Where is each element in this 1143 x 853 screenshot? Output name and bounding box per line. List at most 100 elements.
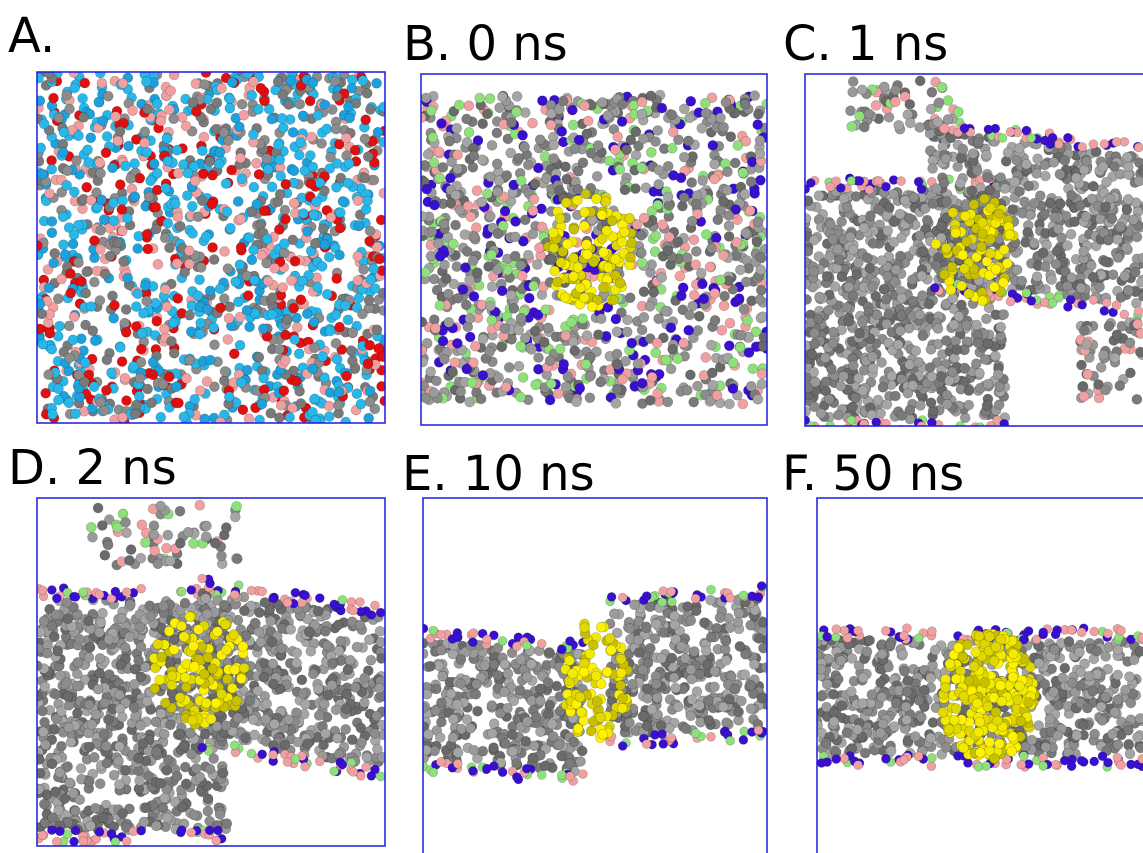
bead	[275, 344, 285, 354]
bead	[102, 355, 112, 365]
bead	[716, 275, 726, 285]
bead	[224, 313, 234, 323]
bead	[972, 166, 982, 176]
bead	[853, 258, 863, 268]
bead	[417, 211, 427, 221]
bead	[144, 192, 154, 202]
bead	[960, 211, 970, 221]
bead	[596, 314, 606, 324]
bead	[1048, 133, 1057, 142]
bead	[451, 220, 461, 230]
bead	[826, 219, 836, 229]
bead	[506, 290, 516, 300]
bead	[942, 399, 952, 409]
bead	[516, 260, 526, 270]
bead	[153, 259, 163, 269]
bead	[612, 349, 622, 359]
bead	[302, 309, 312, 319]
bead	[130, 409, 140, 419]
bead	[129, 362, 139, 372]
bead	[809, 266, 819, 276]
bead	[168, 318, 178, 328]
bead	[908, 296, 918, 306]
bead	[1098, 162, 1108, 172]
bead	[756, 285, 766, 295]
bead	[937, 82, 947, 92]
bead	[1067, 190, 1077, 200]
bead	[237, 174, 247, 184]
bead	[936, 371, 946, 381]
bead	[292, 376, 302, 386]
bead	[147, 398, 157, 408]
bead	[482, 189, 492, 199]
bead	[1076, 283, 1086, 293]
bead	[1079, 247, 1089, 257]
bead	[365, 397, 375, 407]
bead	[701, 352, 711, 362]
bead	[657, 103, 667, 113]
bead	[365, 226, 375, 236]
bead	[891, 265, 901, 275]
bead	[657, 273, 667, 283]
bead	[501, 382, 511, 392]
bead	[535, 243, 545, 253]
bead	[341, 133, 351, 143]
bead	[1075, 201, 1085, 211]
bead	[334, 387, 344, 397]
bead	[710, 159, 720, 169]
bead	[953, 107, 963, 117]
bead	[47, 228, 57, 238]
bead	[184, 259, 194, 269]
bead	[516, 392, 526, 402]
bead	[1113, 235, 1123, 245]
bead	[184, 246, 194, 256]
bead	[70, 83, 80, 93]
bead	[276, 400, 286, 410]
bead	[757, 379, 767, 389]
bead	[686, 96, 696, 106]
bead	[345, 113, 355, 123]
bead	[579, 221, 589, 231]
bead	[358, 76, 368, 86]
bead	[107, 368, 117, 378]
bead	[697, 123, 707, 133]
bead	[254, 352, 264, 362]
bead	[433, 238, 443, 248]
bead	[202, 377, 212, 387]
bead	[518, 373, 528, 383]
bead	[546, 255, 556, 265]
bead	[326, 152, 336, 162]
bead	[484, 262, 494, 272]
bead	[1040, 160, 1050, 170]
bead	[926, 344, 936, 354]
bead	[862, 253, 872, 263]
bead	[143, 384, 153, 394]
bead	[173, 212, 183, 222]
bead	[1000, 419, 1009, 428]
bead	[725, 399, 735, 409]
bead	[205, 355, 215, 365]
bead	[332, 274, 342, 284]
bead	[137, 328, 147, 338]
bead	[514, 361, 524, 371]
bead	[133, 289, 143, 299]
bead	[311, 197, 321, 207]
bead	[221, 179, 231, 189]
bead	[569, 253, 579, 263]
bead	[487, 282, 497, 292]
bead	[998, 278, 1008, 288]
bead	[724, 221, 734, 231]
bead	[753, 109, 763, 119]
bead	[583, 116, 593, 126]
bead	[597, 98, 607, 108]
bead	[142, 229, 152, 239]
bead	[673, 354, 683, 364]
bead	[707, 243, 717, 253]
bead	[343, 102, 353, 112]
bead	[54, 113, 64, 123]
bead	[549, 243, 559, 253]
bead	[756, 265, 766, 275]
bead	[696, 268, 706, 278]
bead	[313, 282, 323, 292]
bead	[967, 186, 977, 196]
